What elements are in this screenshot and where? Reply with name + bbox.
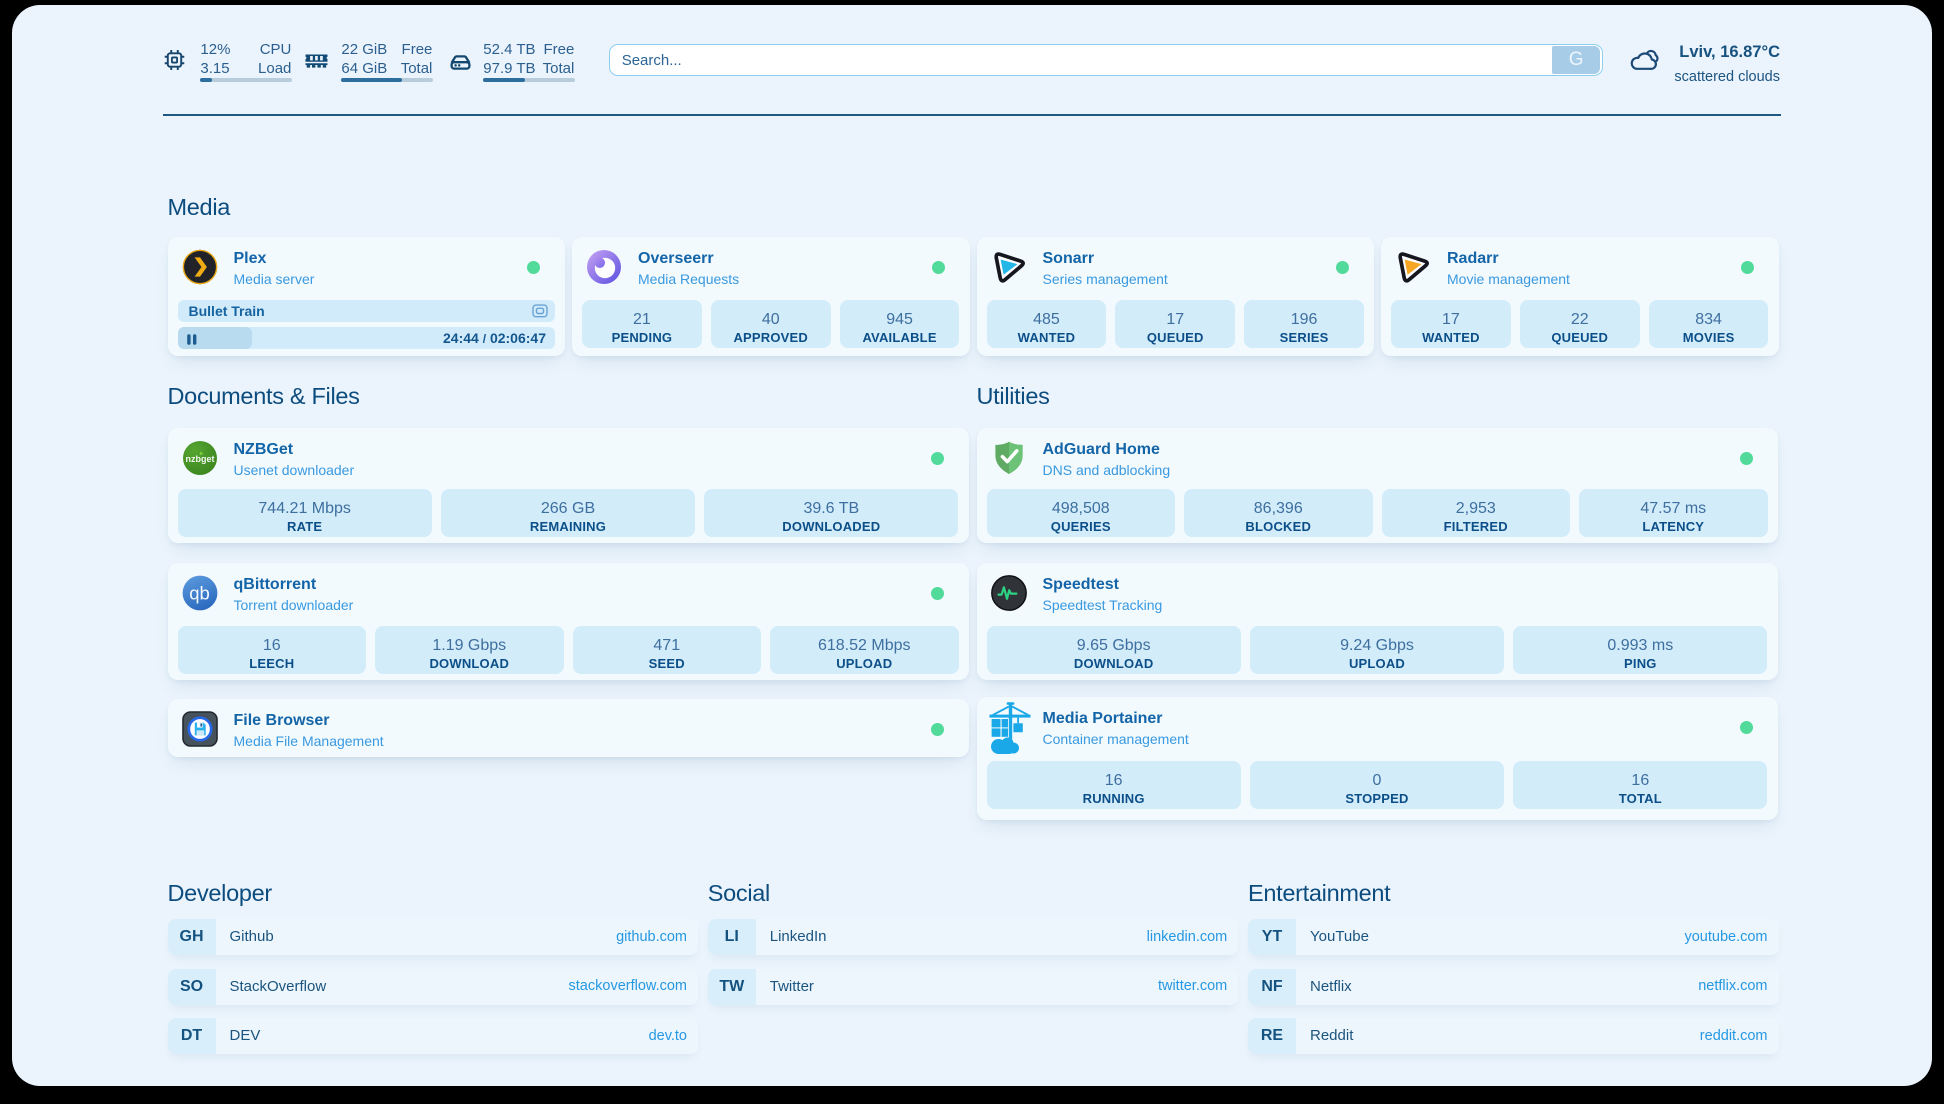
svg-text:qb: qb: [189, 583, 210, 604]
svg-text:nzbget: nzbget: [185, 454, 214, 464]
